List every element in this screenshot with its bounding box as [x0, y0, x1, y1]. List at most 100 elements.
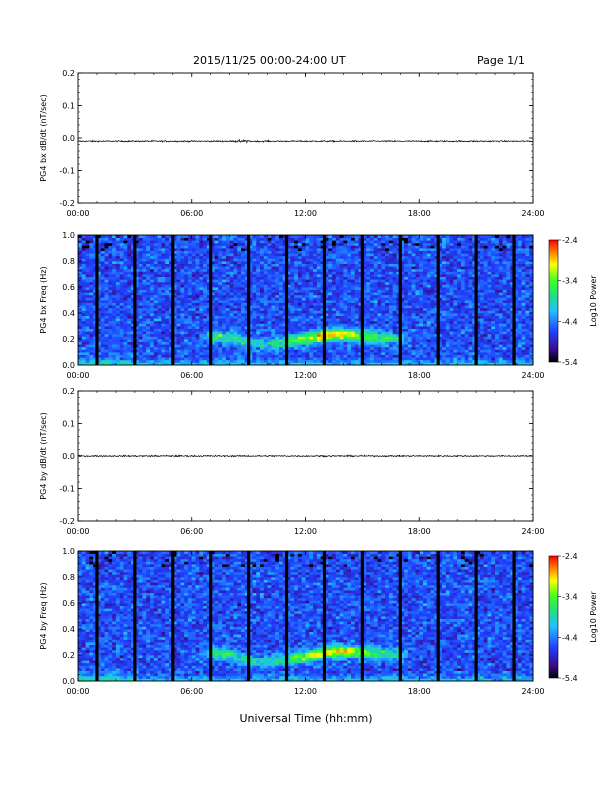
spectrogram-cell	[233, 258, 238, 262]
spectrogram-cell	[286, 250, 291, 254]
spectrogram-cell	[199, 328, 204, 332]
spectrogram-cell	[309, 263, 314, 267]
spectrogram-cell	[131, 240, 136, 244]
spectrogram-cell	[180, 352, 185, 355]
spectrogram-cell	[301, 328, 306, 332]
spectrogram-cell	[445, 339, 450, 342]
spectrogram-cell	[248, 255, 253, 259]
spectrogram-cell	[430, 237, 435, 241]
spectrogram-cell	[309, 336, 314, 340]
spectrogram-cell	[392, 258, 397, 262]
spectrogram-cell	[206, 276, 212, 280]
spectrogram-cell	[138, 240, 143, 244]
spectrogram-cell	[78, 297, 83, 301]
spectrogram-cell	[278, 284, 284, 288]
spectrogram-cell	[184, 300, 189, 303]
spectrogram-cell	[256, 302, 261, 306]
spectrogram-cell	[96, 302, 102, 306]
spectrogram-cell	[81, 349, 86, 353]
spectrogram-cell	[354, 331, 359, 335]
spectrogram-cell	[241, 328, 246, 332]
spectrogram-cell	[324, 276, 329, 280]
spectrogram-cell	[286, 261, 291, 264]
spectrogram-cell	[328, 313, 333, 316]
spectrogram-cell	[127, 305, 132, 309]
spectrogram-cell	[104, 271, 109, 275]
spectrogram-cell	[244, 248, 250, 251]
spectrogram-cell	[142, 292, 147, 296]
spectrogram-cell	[161, 300, 166, 303]
spectrogram-cell	[305, 326, 310, 329]
spectrogram-cell	[210, 362, 215, 366]
spectrogram-cell	[271, 276, 276, 280]
spectrogram-cell	[218, 263, 223, 267]
spectrogram-cell	[157, 255, 162, 259]
spectrogram-cell	[199, 258, 204, 262]
spectrogram-cell	[218, 305, 223, 309]
spectrogram-cell	[369, 333, 375, 337]
spectrogram-cell	[354, 333, 359, 337]
spectrogram-cell	[400, 313, 405, 316]
spectrogram-cell	[332, 318, 337, 322]
spectrogram-cell	[347, 362, 352, 366]
spectrogram-cell	[229, 362, 234, 366]
spectrogram-cell	[222, 302, 227, 306]
spectrogram-cell	[267, 237, 272, 241]
spectrogram-cell	[362, 253, 367, 257]
spectrogram-cell	[381, 248, 386, 251]
spectrogram-cell	[161, 242, 166, 246]
spectrogram-cell	[100, 281, 105, 285]
spectrogram-cell	[85, 320, 90, 324]
spectrogram-cell	[442, 235, 447, 238]
spectrogram-cell	[324, 318, 329, 322]
spectrogram-cell	[434, 248, 439, 251]
spectrogram-cell	[332, 274, 337, 277]
spectrogram-cell	[252, 274, 257, 277]
spectrogram-cell	[404, 284, 409, 288]
spectrogram-cell	[78, 266, 83, 270]
spectrogram-cell	[146, 315, 151, 319]
spectrogram-cell	[146, 305, 151, 309]
spectrogram-cell	[335, 274, 341, 277]
spectrogram-cell	[411, 281, 416, 285]
spectrogram-cell	[256, 323, 261, 327]
spectrogram-cell	[153, 276, 159, 280]
spectrogram-cell	[237, 294, 242, 298]
spectrogram-cell	[392, 274, 397, 277]
spectrogram-cell	[218, 297, 223, 301]
spectrogram-cell	[373, 294, 378, 298]
spectrogram-cell	[275, 271, 280, 275]
spectrogram-cell	[85, 310, 90, 314]
spectrogram-cell	[411, 284, 416, 288]
spectrogram-cell	[278, 310, 284, 314]
spectrogram-cell	[313, 268, 318, 272]
spectrogram-cell	[131, 349, 136, 353]
spectrogram-cell	[423, 261, 428, 264]
spectrogram-cell	[351, 263, 356, 267]
spectrogram-cell	[381, 323, 386, 327]
spectrogram-cell	[123, 271, 128, 275]
spectrogram-cell	[104, 313, 109, 316]
spectrogram-cell	[339, 336, 344, 340]
spectrogram-cell	[332, 242, 337, 246]
spectrogram-cell	[115, 292, 121, 296]
spectrogram-cell	[404, 268, 409, 272]
spectrogram-cell	[214, 294, 219, 298]
spectrogram-cell	[347, 333, 352, 337]
spectrogram-cell	[271, 300, 276, 303]
spectrogram-cell	[150, 294, 155, 298]
spectrogram-cell	[381, 240, 386, 244]
spectrogram-cell	[396, 313, 401, 316]
spectrogram-cell	[294, 279, 299, 283]
spectrogram-cell	[351, 354, 356, 358]
spectrogram-cell	[347, 255, 352, 259]
spectrogram-cell	[176, 279, 181, 283]
spectrogram-cell	[180, 292, 185, 296]
spectrogram-cell	[260, 305, 265, 309]
spectrogram-cell	[165, 318, 170, 322]
spectrogram-cell	[222, 333, 227, 337]
spectrogram-cell	[85, 248, 90, 251]
spectrogram-cell	[131, 310, 136, 314]
spectrogram-cell	[430, 271, 435, 275]
spectrogram-cell	[260, 266, 265, 270]
